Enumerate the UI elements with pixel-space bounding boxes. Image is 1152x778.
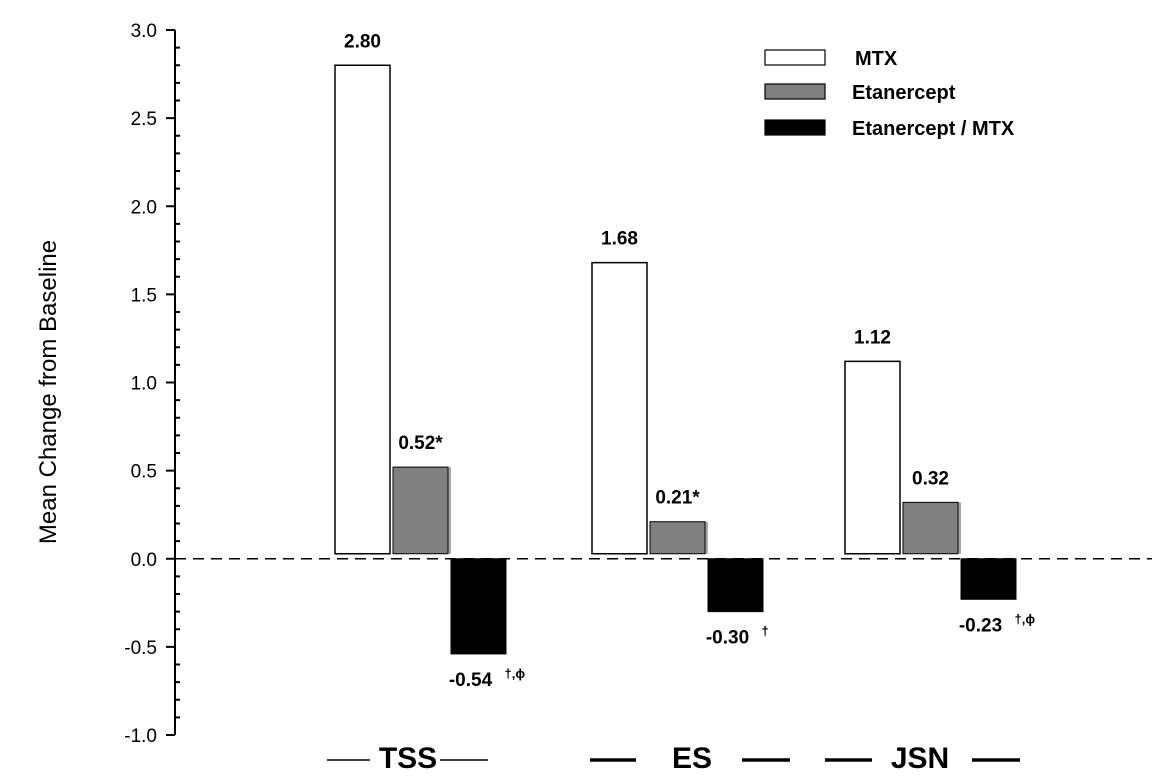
legend-swatch-etanercept [764,83,826,100]
bars [334,64,1017,655]
bar-etanercept-jsn [902,501,959,555]
bar-etanercept-es [649,521,706,555]
legend-label: Etanercept / MTX [852,118,1015,140]
data-label: -0.23 [959,615,1002,636]
y-tick-label: 2.5 [131,109,157,130]
data-label: 2.80 [344,31,381,52]
legend-label: Etanercept [852,82,956,104]
category-labels: TSS ES JSN [327,742,1020,775]
y-tick-label: 1.5 [131,285,157,306]
bar-etanercept-tss [392,466,449,555]
y-tick-label: 0.5 [131,462,157,483]
bar-mtx-tss [334,64,391,555]
legend-swatch-etanercept-mtx [764,119,826,136]
bar-mtx-es [591,261,648,555]
bar-etanercept-mtx-tss [450,558,507,655]
data-label-footnote-mark: †,ϕ [1015,611,1036,626]
data-label: 1.12 [854,327,891,348]
bar-etanercept-mtx-es [707,558,764,613]
y-tick-label: 1.0 [131,374,157,395]
data-labels: 2.80 1.68 1.12 0.52* 0.21* 0.32 -0.54 †,ϕ -0.30 †… [344,31,1035,691]
data-label-footnote-mark: †,ϕ [505,666,526,681]
data-label: 0.21* [655,488,700,509]
y-axis-label: Mean Change from Baseline [35,240,62,544]
legend: MTX Etanercept Etanercept / MTX [764,48,1015,140]
data-label-footnote-mark: † [762,624,769,639]
category-label: ES [672,742,712,775]
legend-label: MTX [855,48,898,70]
data-label: 1.68 [601,229,638,250]
y-tick-label: 2.0 [131,197,157,218]
bar-etanercept-mtx-jsn [960,558,1017,600]
data-label: 0.32 [912,468,949,489]
y-axis: -1.0 -0.5 0.0 0.5 1.0 1.5 2.0 2.5 3.0 [124,21,180,747]
data-label: -0.30 [706,628,749,649]
y-tick-label: -1.0 [124,726,157,747]
legend-swatch-mtx [764,49,826,66]
y-tick-label: 3.0 [131,21,157,42]
data-label: -0.54 [449,670,493,691]
data-label: 0.52* [398,433,443,454]
y-tick-label: -0.5 [124,638,157,659]
category-label: JSN [891,742,949,775]
y-tick-label: 0.0 [131,550,157,571]
category-label: TSS [379,742,437,775]
bar-mtx-jsn [844,360,901,555]
